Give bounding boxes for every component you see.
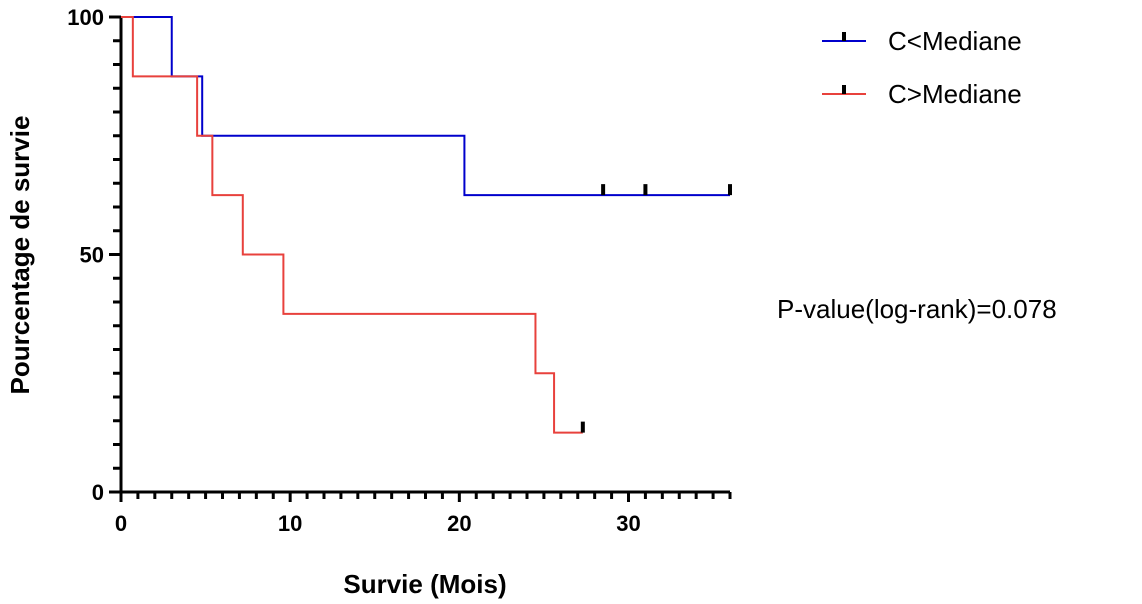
p-value-annotation: P-value(log-rank)=0.078	[777, 294, 1057, 324]
legend-item-c-gt-mediane: C>Mediane	[822, 79, 1022, 109]
x-axis-title: Survie (Mois)	[343, 569, 506, 599]
legend-label-c-gt-mediane: C>Mediane	[888, 79, 1022, 109]
legend-item-c-lt-mediane: C<Mediane	[822, 26, 1022, 56]
legend-label-c-lt-mediane: C<Mediane	[888, 26, 1022, 56]
x-tick-label: 10	[278, 511, 302, 536]
x-tick-label: 30	[616, 511, 640, 536]
series-line-0	[121, 16, 730, 197]
y-tick-label: 50	[80, 243, 104, 268]
legend: C<Mediane C>Mediane	[822, 26, 1022, 109]
axes: 0 10 20 30 0 50 100	[67, 5, 732, 536]
series-line-1	[121, 16, 583, 434]
y-axis-title: Pourcentage de survie	[5, 116, 35, 395]
y-tick-label: 0	[92, 480, 104, 505]
x-tick-label: 20	[447, 511, 471, 536]
x-tick-label: 0	[115, 511, 127, 536]
series-layer	[121, 16, 732, 434]
y-tick-label: 100	[67, 5, 104, 30]
